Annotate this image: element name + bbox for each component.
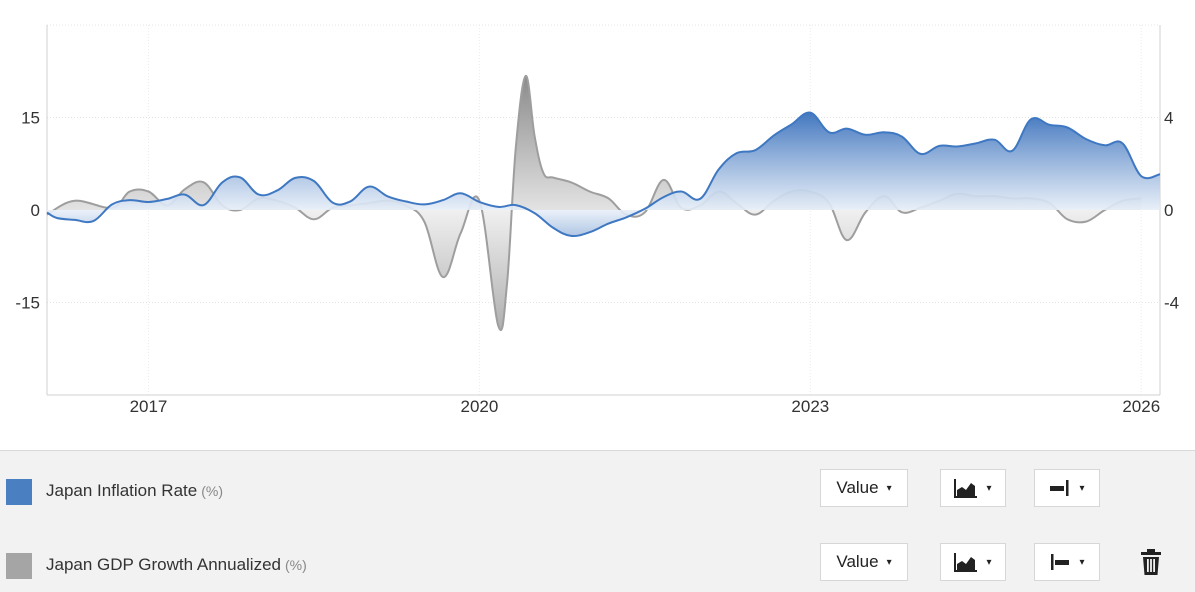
grid — [47, 24, 1160, 395]
legend-label-inflation: Japan Inflation Rate (%) — [46, 481, 223, 501]
x-tick-label: 2017 — [130, 397, 168, 416]
chart: 15 0 -15 4 0 -4 2017 2020 2023 2026 — [15, 24, 1179, 417]
value-dropdown-inflation[interactable]: Value ▾ — [820, 469, 908, 507]
chevron-down-icon: ▾ — [1079, 556, 1085, 568]
x-tick-label: 2020 — [460, 397, 498, 416]
legend-swatch-gdp — [6, 553, 32, 579]
area-chart-icon — [954, 553, 978, 572]
left-tick-label: 15 — [21, 109, 40, 128]
legend-name-gdp: Japan GDP Growth Annualized — [46, 555, 281, 574]
chevron-down-icon: ▾ — [986, 482, 992, 494]
legend-unit-inflation: (%) — [201, 483, 223, 499]
delete-series-button[interactable] — [1138, 547, 1164, 577]
left-tick-label: -15 — [15, 294, 40, 313]
chevron-down-icon: ▾ — [886, 556, 892, 568]
right-tick-label: 0 — [1164, 201, 1173, 220]
legend-swatch-inflation — [6, 479, 32, 505]
chart-type-dropdown-gdp[interactable]: ▾ — [940, 543, 1006, 581]
value-dropdown-label: Value — [836, 552, 879, 571]
left-tick-label: 0 — [31, 201, 40, 220]
value-dropdown-label: Value — [836, 478, 879, 497]
legend-label-gdp: Japan GDP Growth Annualized (%) — [46, 555, 307, 575]
series-0-line — [46, 111, 1161, 238]
series-0 — [46, 111, 1161, 238]
trash-icon — [1141, 549, 1161, 575]
chevron-down-icon: ▾ — [886, 482, 892, 494]
chart-type-dropdown-inflation[interactable]: ▾ — [940, 469, 1006, 507]
chevron-down-icon: ▾ — [986, 556, 992, 568]
x-tick-label: 2026 — [1122, 397, 1160, 416]
chevron-down-icon: ▾ — [1079, 482, 1085, 494]
value-dropdown-gdp[interactable]: Value ▾ — [820, 543, 908, 581]
right-axis-icon — [1050, 480, 1069, 496]
chart-area: 15 0 -15 4 0 -4 2017 2020 2023 2026 — [15, 24, 1179, 417]
legend-name-inflation: Japan Inflation Rate — [46, 481, 198, 500]
legend-row-inflation: Japan Inflation Rate (%) Value ▾ ▾ ▾ — [0, 469, 1195, 513]
left-axis-icon — [1051, 554, 1070, 570]
legend-unit-gdp: (%) — [285, 557, 307, 573]
x-tick-label: 2023 — [791, 397, 829, 416]
area-chart-icon — [954, 479, 978, 498]
axis-dropdown-gdp[interactable]: ▾ — [1034, 543, 1100, 581]
series-layer — [46, 74, 1161, 332]
series-0-area-positive — [47, 112, 1160, 210]
legend-row-gdp: Japan GDP Growth Annualized (%) Value ▾ ▾ … — [0, 543, 1195, 587]
series-0-area-negative — [47, 210, 1160, 237]
right-tick-label: -4 — [1164, 294, 1179, 313]
legend-panel: Japan Inflation Rate (%) Value ▾ ▾ ▾ Japan… — [0, 450, 1195, 592]
axis-dropdown-inflation[interactable]: ▾ — [1034, 469, 1100, 507]
tick-labels: 15 0 -15 4 0 -4 2017 2020 2023 2026 — [15, 109, 1179, 417]
right-tick-label: 4 — [1164, 109, 1173, 128]
